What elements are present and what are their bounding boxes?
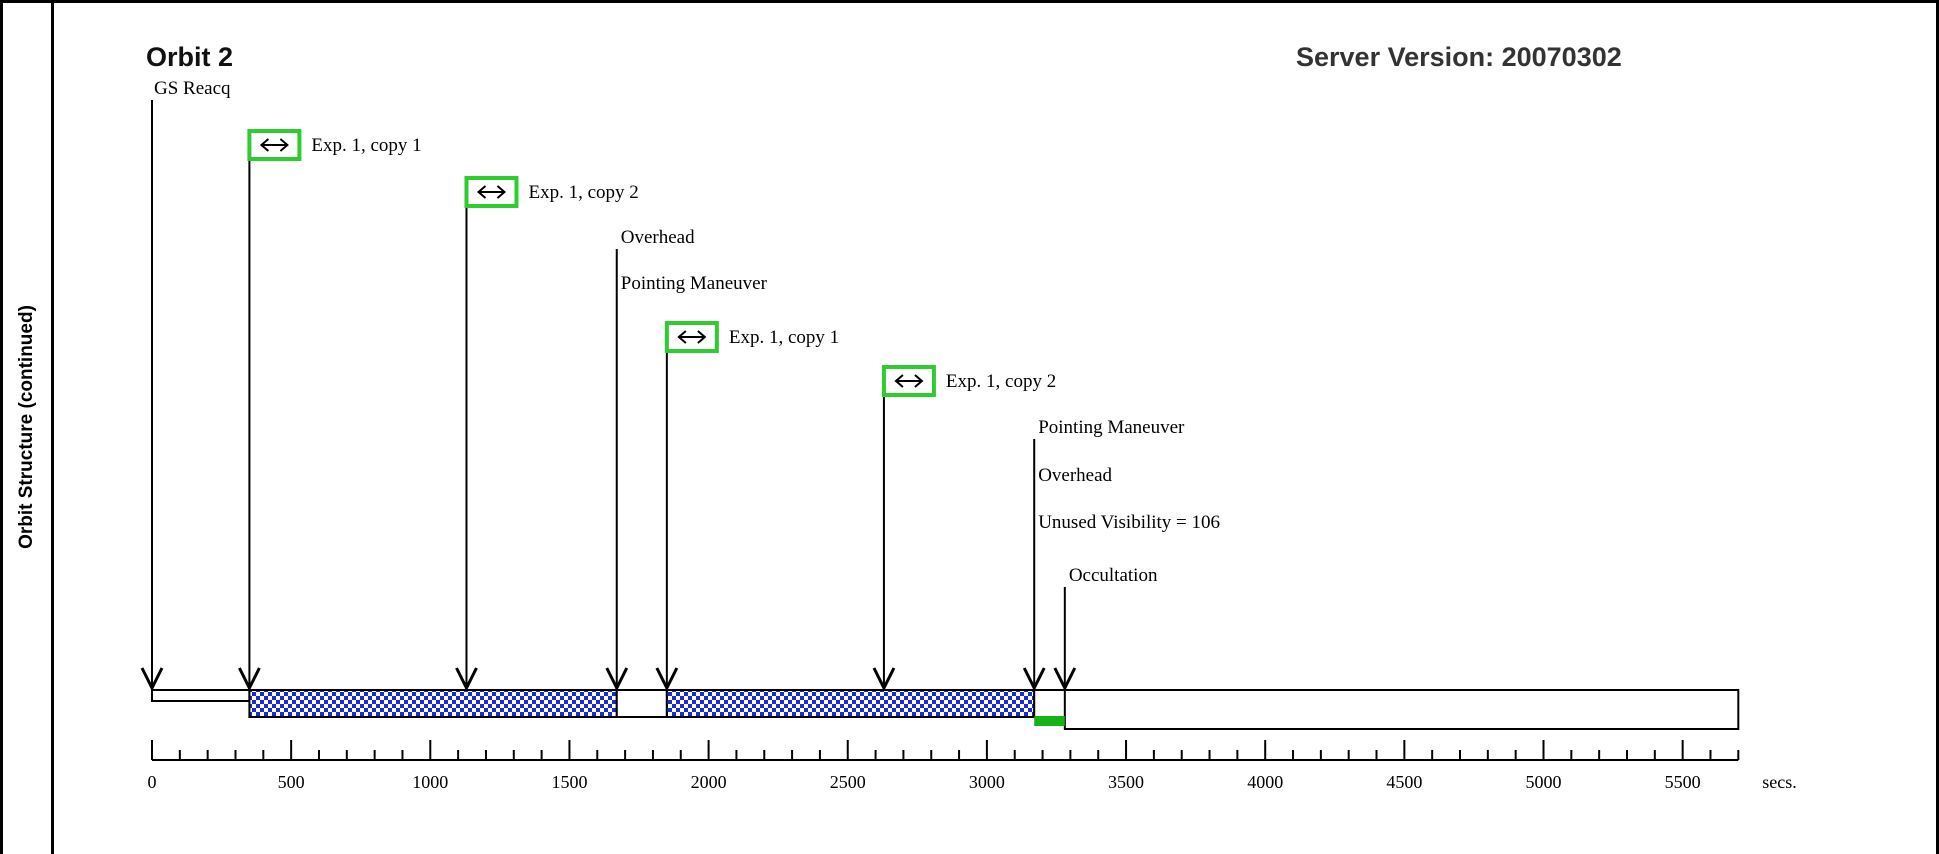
event-label: Exp. 1, copy 2: [946, 371, 1056, 392]
axis-tick-label: 5000: [1526, 772, 1562, 792]
axis-tick-label: 500: [278, 772, 305, 792]
axis-unit-label: secs.: [1762, 772, 1797, 792]
timeline-segment: [248, 689, 618, 718]
side-panel: Orbit Structure (continued): [0, 0, 54, 854]
axis-tick-label: 1000: [412, 772, 448, 792]
exposure-icon-right-head: [697, 330, 707, 344]
arrow-head-icon: [1022, 667, 1046, 692]
exposure-icon-left-head: [476, 185, 487, 199]
server-version: Server Version: 20070302: [1296, 42, 1622, 72]
timeline-segment: [1063, 689, 1740, 730]
exposure-icon-right-head: [496, 185, 507, 199]
exposure-icon-left-head: [894, 374, 904, 388]
axis-tick-label: 2000: [691, 772, 727, 792]
axis-tick-label: 0: [148, 772, 157, 792]
arrow-head-icon: [1053, 667, 1077, 692]
event-label: Overhead: [621, 227, 695, 248]
event-label: GS Reacq: [154, 78, 231, 99]
event-label: Pointing Maneuver: [1038, 417, 1185, 438]
axis-tick-label: 4500: [1386, 772, 1422, 792]
timeline-segment: [665, 689, 1036, 718]
arrow-head-icon: [238, 667, 261, 692]
event-label: Unused Visibility = 106: [1038, 512, 1220, 533]
green-bar: [1034, 716, 1065, 726]
axis-tick-label: 4000: [1247, 772, 1283, 792]
axis-tick-label: 3500: [1108, 772, 1144, 792]
exposure-icon-right-head: [279, 138, 289, 152]
exposure-icon-left-head: [259, 138, 270, 152]
arrow-head-icon: [872, 667, 896, 692]
exposure-icon-right-head: [914, 374, 924, 388]
event-label: Occultation: [1069, 565, 1158, 586]
axis-tick-label: 5500: [1665, 772, 1701, 792]
exposure-icon-left-head: [677, 330, 687, 344]
event-label: Exp. 1, copy 2: [528, 182, 638, 203]
timeline-segment: [151, 689, 251, 702]
event-label: Exp. 1, copy 1: [729, 327, 839, 348]
event-label: Overhead: [1038, 465, 1112, 486]
axis-tick-label: 3000: [969, 772, 1005, 792]
arrow-head-icon: [140, 667, 164, 692]
event-label: Exp. 1, copy 1: [311, 135, 421, 156]
timeline-segment: [615, 689, 668, 718]
orbit-title: Orbit 2: [146, 42, 234, 72]
arrow-head-icon: [655, 667, 679, 692]
arrow-head-icon: [455, 667, 478, 692]
event-label: Pointing Maneuver: [621, 273, 768, 294]
axis-tick-label: 1500: [551, 772, 587, 792]
arrow-head-icon: [605, 667, 629, 692]
axis-tick-label: 2500: [830, 772, 866, 792]
